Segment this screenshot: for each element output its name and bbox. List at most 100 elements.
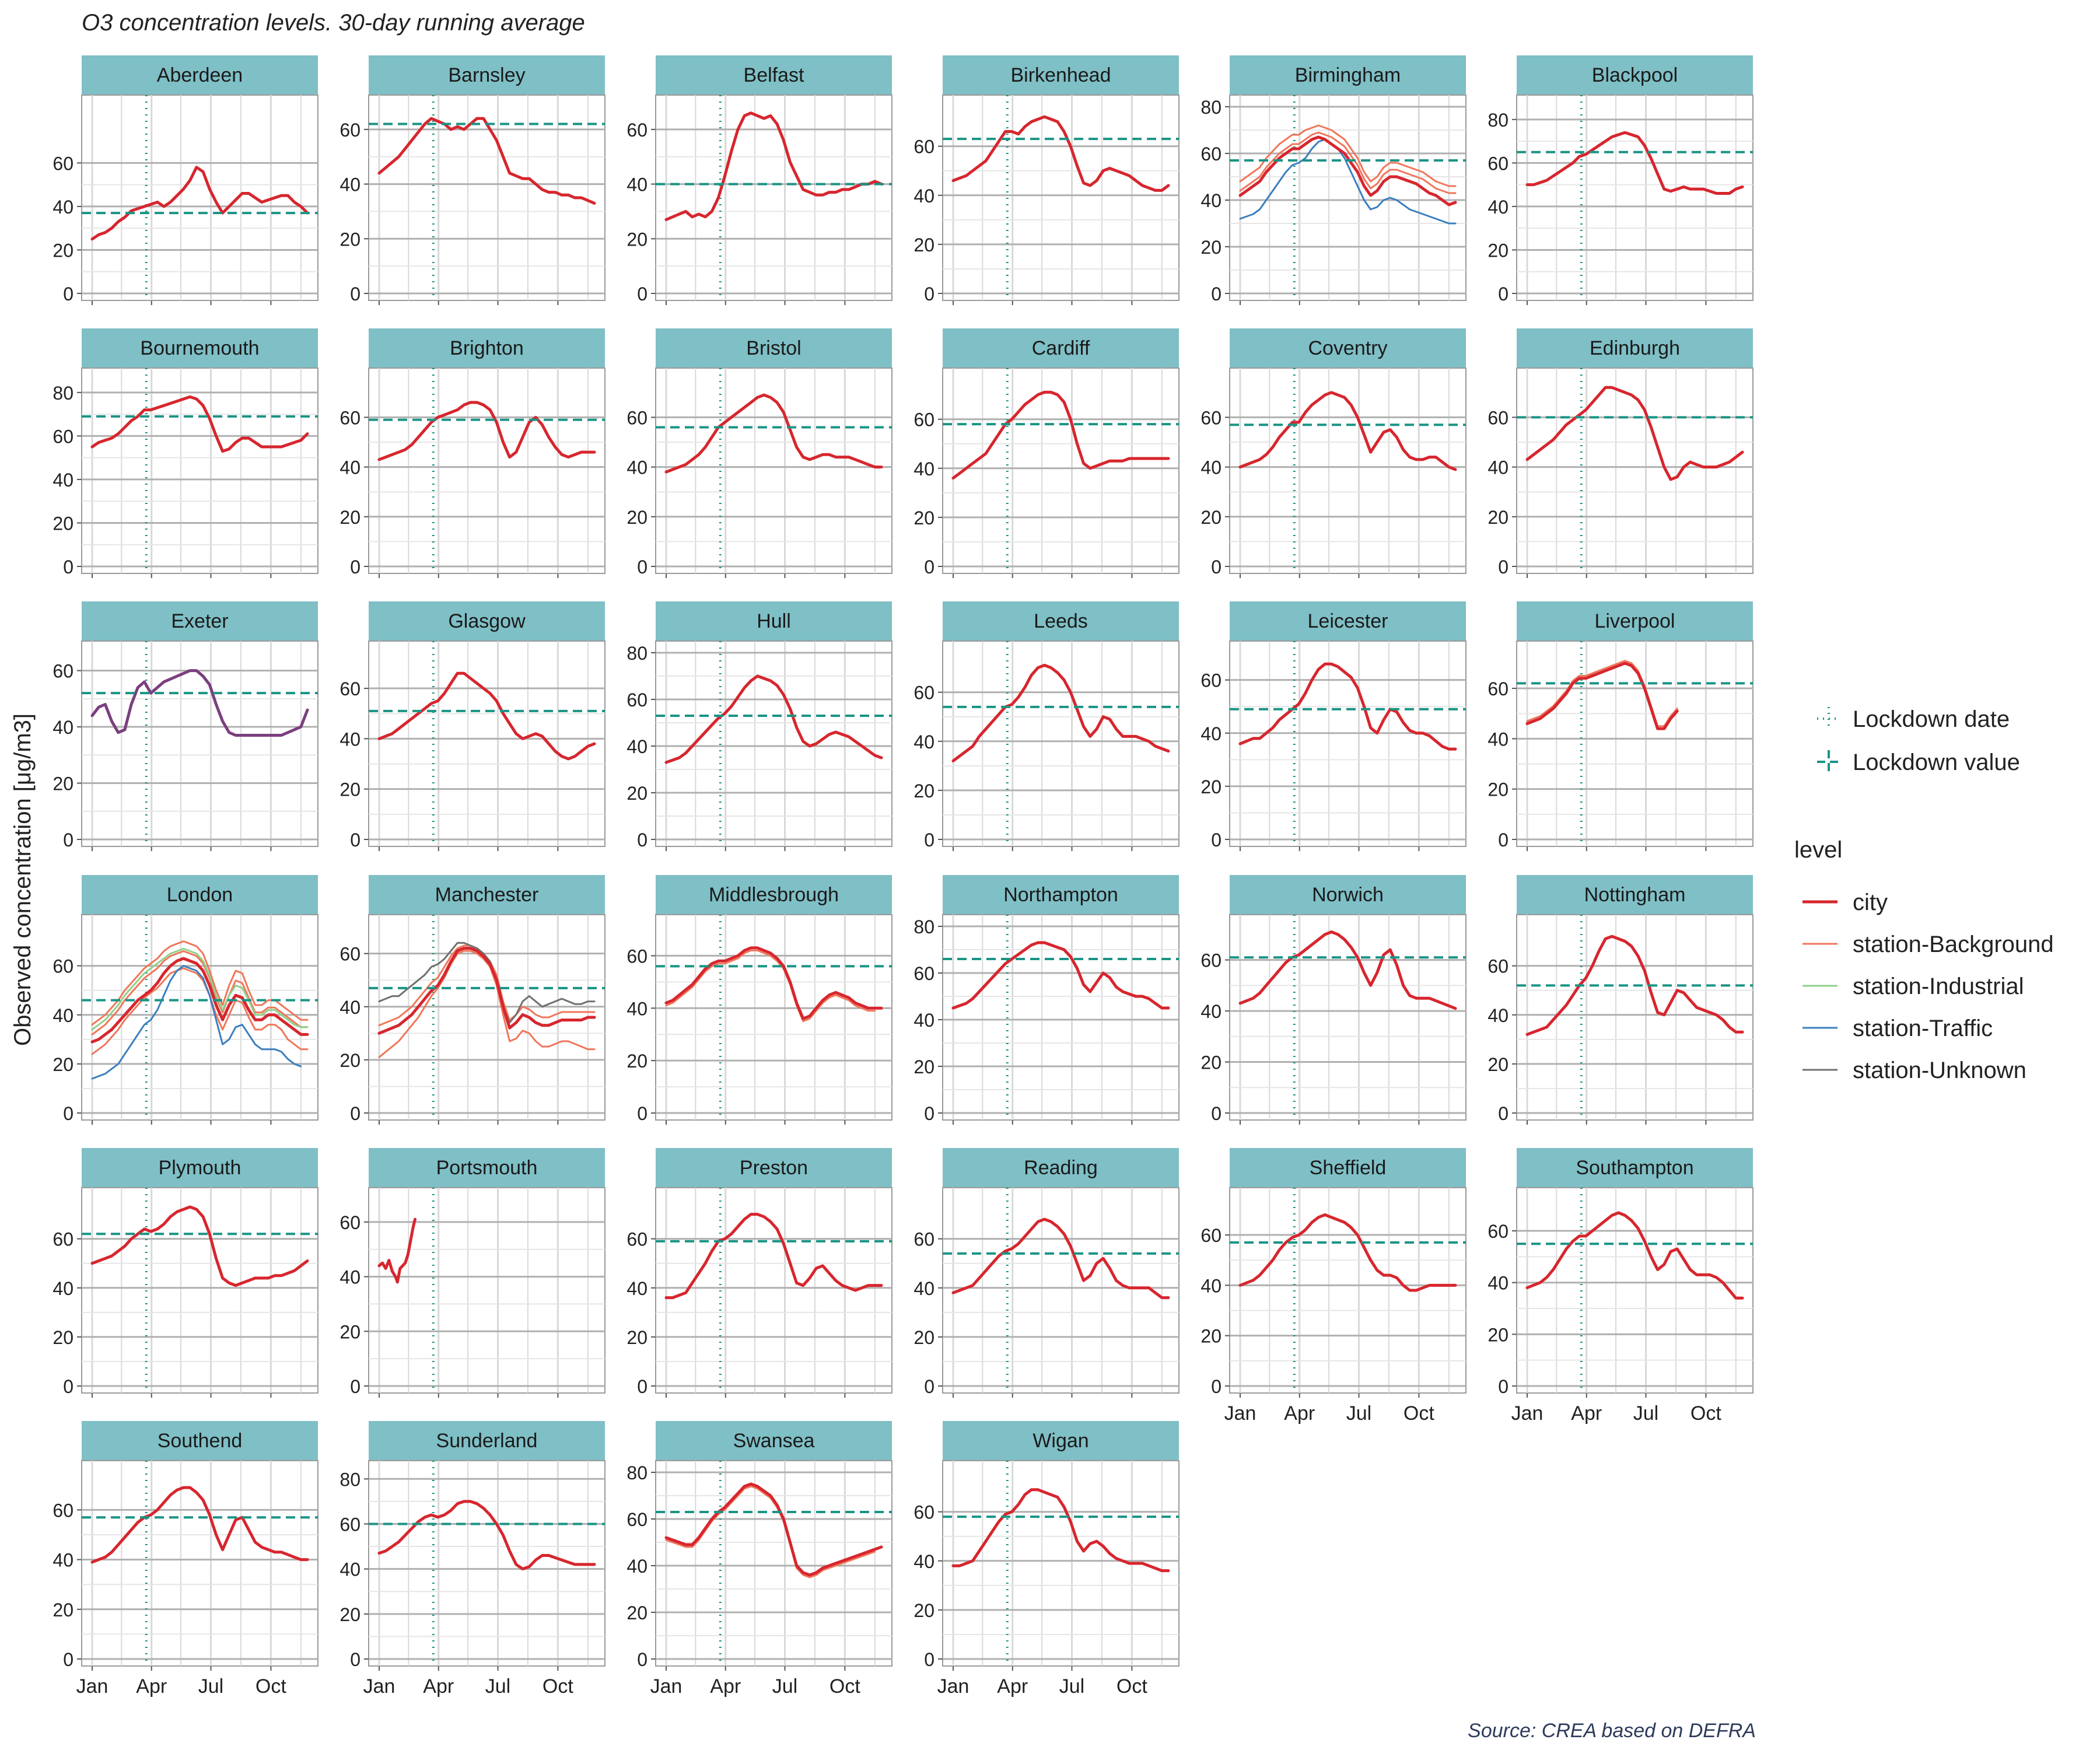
panel-strip (369, 55, 605, 95)
y-tick-label: 60 (340, 407, 360, 428)
y-tick-label: 0 (1211, 556, 1222, 578)
panel-strip (1230, 1148, 1466, 1188)
panel-plymouth: Plymouth 0 20 40 60 (52, 1148, 318, 1398)
panel-leicester: Leicester 0 20 40 60 (1200, 601, 1466, 851)
y-tick-label: 40 (1200, 723, 1222, 744)
y-axis-label: Observed concentration [μg/m3] (10, 713, 36, 1046)
y-tick-label: 20 (1200, 237, 1222, 258)
panel-frame (1229, 1187, 1466, 1394)
series-line-city (951, 115, 1170, 192)
y-tick-label: 60 (626, 1229, 648, 1250)
series-line-city (1238, 1213, 1457, 1292)
y-tick-label: 20 (914, 508, 935, 528)
panel-strip (82, 1148, 318, 1188)
panel-title: Northampton (1003, 884, 1118, 906)
y-tick-label: 60 (1200, 144, 1222, 164)
y-tick-label: 0 (63, 556, 74, 578)
source-note: Source: CREA based on DEFRA (1468, 1720, 1756, 1742)
y-tick-label: 20 (626, 507, 648, 528)
y-tick-label: 20 (52, 1327, 74, 1348)
panel-manchester: Manchester 0 20 40 60 (340, 875, 606, 1125)
y-tick-label: 20 (340, 229, 360, 250)
panel-frame (368, 914, 606, 1121)
panel-strip (369, 601, 605, 641)
y-tick-label: 40 (52, 1005, 74, 1026)
panel-belfast: Belfast 0 20 40 60 (626, 55, 892, 305)
y-tick-label: 0 (1498, 556, 1508, 578)
y-tick-label: 60 (1488, 956, 1508, 977)
panel-title: Southampton (1576, 1157, 1693, 1179)
panel-title: Coventry (1308, 337, 1387, 359)
legend-item-station-background: station-Background (1803, 932, 2054, 957)
y-tick-label: 20 (1200, 1052, 1222, 1073)
panel-title: Leeds (1034, 610, 1088, 632)
y-tick-label: 60 (52, 1500, 74, 1521)
panel-reading: Reading 0 20 40 60 (914, 1148, 1180, 1398)
panel-title: Middlesbrough (709, 884, 839, 906)
y-tick-label: 40 (914, 1551, 935, 1572)
y-tick-label: 40 (626, 736, 648, 757)
y-tick-label: 0 (1211, 830, 1222, 850)
series-line-city (951, 1488, 1170, 1573)
y-tick-label: 40 (626, 1278, 648, 1299)
series-line-city (1525, 131, 1744, 195)
y-tick-label: 40 (914, 186, 935, 206)
panel-title: Norwich (1312, 884, 1384, 906)
panel-northampton: Northampton 0 20 40 60 80 (914, 875, 1180, 1125)
chart-title: O3 concentration levels. 30-day running … (82, 10, 585, 36)
panel-leeds: Leeds 0 20 40 60 (914, 601, 1180, 851)
panel-swansea: Swansea 0 20 40 60 80 Jan Apr Jul Oct (626, 1421, 892, 1698)
panel-strip (656, 601, 892, 641)
panel-strip (82, 875, 318, 915)
x-tick-label: Jan (76, 1675, 108, 1698)
y-tick-label: 0 (350, 556, 360, 578)
y-tick-label: 0 (637, 556, 648, 578)
series-line-city (951, 663, 1170, 762)
y-tick-label: 60 (914, 682, 935, 704)
series-line-city (664, 674, 883, 764)
y-tick-label: 40 (52, 470, 74, 491)
panel-frame (942, 1187, 1180, 1394)
y-tick-label: 80 (626, 1462, 648, 1483)
panel-frame (1229, 368, 1466, 574)
y-tick-label: 60 (914, 1229, 935, 1250)
legend-item-lockdown-value: Lockdown value (1817, 750, 2020, 775)
panel-london: London 0 20 40 60 (52, 875, 318, 1125)
x-tick-label: Oct (1116, 1675, 1147, 1698)
y-tick-label: 80 (626, 643, 648, 664)
y-tick-label: 60 (340, 678, 360, 699)
y-tick-label: 40 (626, 998, 648, 1019)
x-tick-label: Jul (1059, 1675, 1084, 1698)
y-tick-label: 40 (340, 1559, 360, 1580)
panel-wigan: Wigan 0 20 40 60 Jan Apr Jul Oct (914, 1421, 1180, 1698)
y-tick-label: 20 (1200, 1326, 1222, 1347)
panel-frame (1516, 640, 1754, 847)
y-tick-label: 0 (637, 830, 648, 850)
y-tick-label: 40 (914, 459, 935, 480)
series-line-city (1525, 386, 1744, 481)
panel-strip (369, 875, 605, 915)
y-tick-label: 60 (1488, 1221, 1508, 1242)
panel-aberdeen: Aberdeen 0 20 40 60 (52, 55, 318, 305)
panel-title: London (167, 884, 233, 906)
y-tick-label: 0 (1498, 1376, 1508, 1397)
y-tick-label: 60 (52, 661, 74, 682)
legend-label-lockdown-value: Lockdown value (1853, 750, 2020, 775)
panel-frame (1516, 1187, 1754, 1394)
panel-title: Brighton (450, 337, 524, 359)
panel-title: Blackpool (1592, 64, 1678, 86)
panel-strip (369, 1148, 605, 1188)
legend-label-station-traffic: station-Traffic (1853, 1016, 1993, 1041)
y-tick-label: 60 (914, 410, 935, 430)
series-line-station-traffic (91, 965, 302, 1080)
series-line-city (951, 390, 1170, 480)
panel-title: Sheffield (1310, 1157, 1387, 1179)
y-tick-label: 60 (1488, 407, 1508, 428)
series-line-city (377, 1217, 416, 1284)
series-line-city (90, 1486, 309, 1564)
y-tick-label: 20 (626, 1602, 648, 1623)
panel-frame (655, 914, 892, 1121)
y-tick-label: 0 (637, 1376, 648, 1397)
panel-title: Portsmouth (436, 1157, 538, 1179)
